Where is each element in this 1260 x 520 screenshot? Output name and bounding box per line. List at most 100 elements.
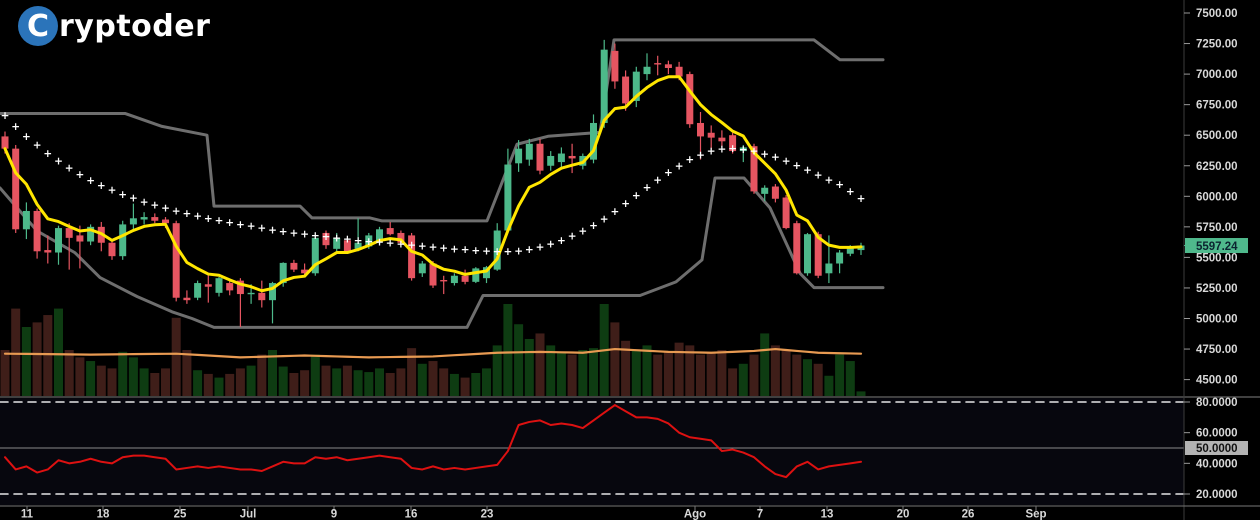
volume-bars	[0, 304, 866, 396]
rsi-line	[4, 404, 862, 479]
current-price-label: 5597.24	[1196, 241, 1238, 253]
svg-text:+: +	[814, 169, 823, 181]
time-axis-label: 23	[481, 509, 494, 520]
svg-text:+: +	[54, 155, 63, 167]
svg-text:+: +	[707, 146, 716, 158]
svg-text:+: +	[86, 175, 95, 187]
svg-text:+: +	[846, 186, 855, 198]
svg-text:+: +	[568, 231, 577, 243]
svg-text:+: +	[108, 185, 117, 197]
time-axis-label: 20	[897, 509, 910, 520]
svg-text:+: +	[514, 246, 523, 258]
svg-text:+: +	[750, 146, 759, 158]
svg-text:+: +	[536, 242, 545, 254]
svg-text:+: +	[546, 238, 555, 250]
svg-text:+: +	[311, 230, 320, 242]
svg-text:+: +	[439, 243, 448, 255]
svg-text:+: +	[140, 196, 149, 208]
svg-text:+: +	[11, 121, 20, 133]
rsi-axis-label: 40.0000	[1196, 458, 1238, 470]
time-axis-label: 7	[757, 509, 763, 520]
svg-text:+: +	[343, 234, 352, 246]
svg-text:+: +	[75, 169, 84, 181]
svg-text:+: +	[268, 224, 277, 236]
price-axis-label: 7000.00	[1196, 69, 1238, 81]
svg-text:+: +	[289, 227, 298, 239]
svg-text:+: +	[643, 182, 652, 194]
svg-text:+: +	[65, 163, 74, 175]
price-axis-label: 6250.00	[1196, 161, 1238, 173]
svg-text:+: +	[33, 139, 42, 151]
price-axis-label: 5250.00	[1196, 283, 1238, 295]
svg-text:+: +	[22, 131, 31, 143]
svg-text:+: +	[161, 202, 170, 214]
price-axis-label: 7250.00	[1196, 39, 1238, 51]
svg-text:+: +	[118, 189, 127, 201]
candles-layer	[1, 39, 865, 328]
time-axis-label: Sep	[1025, 509, 1046, 520]
svg-text:+: +	[728, 143, 737, 155]
price-axis-label: 4500.00	[1196, 375, 1238, 387]
svg-text:+: +	[525, 244, 534, 256]
svg-text:+: +	[300, 229, 309, 241]
ma-slow-crosses: +++++++++ + + + + + + + + + + + + + + + + + + + + + + + + + + + + + + +…	[1, 110, 866, 258]
svg-text:+: +	[375, 237, 384, 249]
svg-text:+: +	[760, 148, 769, 160]
svg-text:+: +	[247, 221, 256, 233]
svg-text:+: +	[675, 160, 684, 172]
svg-text:+: +	[450, 243, 459, 255]
time-axis-label: 16	[405, 509, 418, 520]
price-axis-label: 6000.00	[1196, 191, 1238, 203]
price-axis-label: 6500.00	[1196, 130, 1238, 142]
svg-text:+: +	[1, 110, 10, 122]
svg-text:+: +	[857, 193, 866, 205]
rsi-axis[interactable]: 80.0000 60.0000 40.0000 20.0000	[1184, 397, 1238, 501]
price-axis-label: 4750.00	[1196, 344, 1238, 356]
rsi-levels	[0, 401, 1185, 495]
ma-fast-line	[3, 75, 863, 293]
svg-text:+: +	[322, 231, 331, 243]
time-axis-label: 26	[962, 509, 975, 520]
volume-ma-line	[3, 347, 863, 359]
svg-text:+: +	[193, 210, 202, 222]
current-price-badge: 5597.24	[1184, 238, 1248, 254]
svg-text:+: +	[396, 239, 405, 251]
svg-text:+: +	[43, 148, 52, 160]
svg-text:+: +	[632, 190, 641, 202]
svg-text:+: +	[685, 154, 694, 166]
price-axis[interactable]: 7500.00 7250.00 7000.00 6750.00 6500.00 6250.…	[1184, 8, 1238, 387]
time-axis-label: 9	[331, 509, 337, 520]
time-axis-label: 18	[97, 509, 110, 520]
svg-text:+: +	[225, 217, 234, 229]
svg-text:+: +	[782, 156, 791, 168]
svg-text:+: +	[771, 152, 780, 164]
svg-text:+: +	[97, 180, 106, 192]
svg-text:+: +	[589, 220, 598, 232]
app-logo[interactable]: C ryptoder	[18, 6, 210, 46]
price-axis-label: 6750.00	[1196, 100, 1238, 112]
svg-text:+: +	[610, 206, 619, 218]
svg-text:+: +	[407, 240, 416, 252]
svg-text:+: +	[429, 242, 438, 254]
svg-text:+: +	[471, 245, 480, 257]
time-axis-label: Jul	[240, 509, 257, 520]
svg-text:+: +	[150, 199, 159, 211]
time-axis[interactable]: 11 18 25 Jul 9 16 23 Ago 7 13 20 26 Sep	[21, 506, 1047, 520]
time-axis-label: 13	[821, 509, 834, 520]
rsi-axis-label: 60.0000	[1196, 428, 1238, 440]
svg-text:+: +	[332, 232, 341, 244]
svg-text:+: +	[835, 179, 844, 191]
svg-text:+: +	[418, 241, 427, 253]
svg-text:+: +	[204, 213, 213, 225]
svg-text:+: +	[461, 244, 470, 256]
svg-text:+: +	[824, 174, 833, 186]
svg-text:+: +	[354, 235, 363, 247]
svg-text:+: +	[664, 167, 673, 179]
svg-text:+: +	[364, 236, 373, 248]
svg-text:+: +	[257, 223, 266, 235]
rsi-panel-background	[0, 398, 1184, 505]
svg-text:+: +	[386, 238, 395, 250]
svg-text:+: +	[696, 149, 705, 161]
